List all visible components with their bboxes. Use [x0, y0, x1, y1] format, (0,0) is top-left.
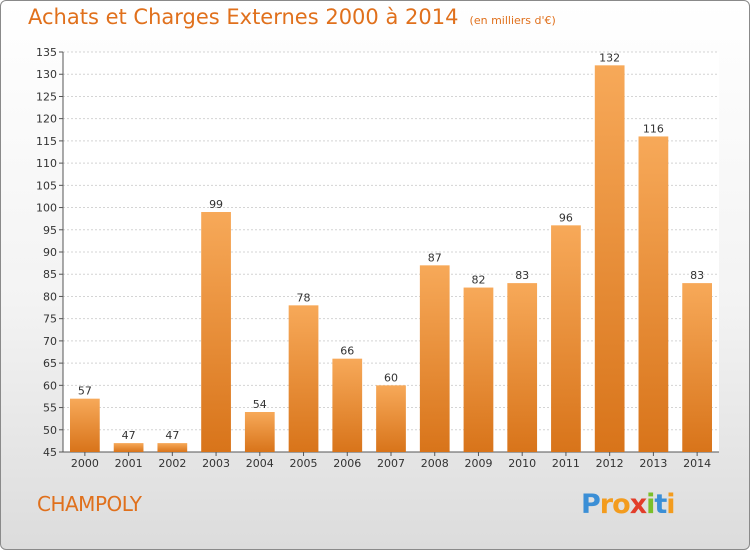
commune-name: CHAMPOLY: [37, 492, 142, 516]
y-tick-label: 115: [36, 135, 57, 148]
x-tick-label: 2001: [115, 457, 143, 470]
y-tick-label: 130: [36, 68, 57, 81]
data-label: 132: [599, 51, 620, 64]
data-label: 78: [297, 291, 311, 304]
bar: [69, 398, 100, 452]
data-label: 99: [209, 198, 223, 211]
x-tick-label: 2002: [158, 457, 186, 470]
bar: [201, 212, 231, 452]
y-tick-label: 120: [36, 113, 57, 126]
x-tick-label: 2009: [464, 457, 492, 470]
x-tick-label: 2014: [683, 457, 711, 470]
data-label: 83: [690, 269, 704, 282]
x-tick-label: 2004: [246, 457, 274, 470]
logo-letter: i: [666, 489, 675, 520]
data-label: 96: [559, 211, 573, 224]
x-tick-label: 2000: [71, 457, 99, 470]
y-tick-label: 125: [36, 90, 57, 103]
bar: [376, 385, 406, 452]
data-label: 116: [643, 122, 664, 135]
logo-letter: x: [629, 489, 647, 520]
data-label: 47: [165, 429, 179, 442]
y-tick-label: 65: [43, 357, 57, 370]
y-tick-label: 105: [36, 179, 57, 192]
data-label: 87: [428, 251, 442, 264]
bar: [463, 287, 494, 452]
y-tick-label: 135: [36, 46, 57, 59]
data-label: 66: [340, 345, 354, 358]
logo-letter: t: [654, 489, 667, 520]
x-tick-label: 2011: [552, 457, 580, 470]
data-label: 83: [515, 269, 529, 282]
bar: [288, 305, 319, 452]
x-tick-label: 2003: [202, 457, 230, 470]
x-tick-label: 2012: [596, 457, 624, 470]
proxiti-logo: Proxiti: [581, 489, 676, 520]
x-tick-label: 2013: [639, 457, 667, 470]
bar: [507, 283, 538, 452]
logo-letter: P: [581, 489, 601, 520]
y-tick-label: 50: [43, 424, 57, 437]
data-label: 57: [78, 385, 92, 398]
data-label: 82: [471, 274, 485, 287]
y-tick-label: 95: [43, 224, 57, 237]
bar: [594, 65, 625, 452]
unit-note: (en milliers d'€): [469, 14, 556, 27]
x-tick-label: 2007: [377, 457, 405, 470]
bar: [419, 265, 450, 452]
x-tick-label: 2006: [333, 457, 361, 470]
title-text: Achats et Charges Externes 2000 à 2014: [28, 5, 459, 29]
chart-title: Achats et Charges Externes 2000 à 2014 (…: [28, 5, 556, 29]
x-tick-label: 2010: [508, 457, 536, 470]
y-tick-label: 75: [43, 313, 57, 326]
bar: [551, 225, 581, 452]
logo-letter: o: [612, 489, 631, 520]
bar: [157, 443, 188, 452]
x-tick-label: 2008: [421, 457, 449, 470]
y-tick-label: 45: [43, 446, 57, 459]
y-tick-label: 90: [43, 246, 57, 259]
bar: [332, 358, 363, 452]
logo-letter: i: [646, 489, 655, 520]
y-tick-label: 85: [43, 268, 57, 281]
data-label: 54: [253, 398, 267, 411]
y-tick-label: 110: [36, 157, 57, 170]
bar: [244, 412, 275, 452]
x-tick-label: 2005: [290, 457, 318, 470]
bar: [113, 443, 144, 452]
y-tick-label: 70: [43, 335, 57, 348]
data-label: 47: [122, 429, 136, 442]
data-label: 60: [384, 371, 398, 384]
bar: [638, 136, 669, 452]
y-tick-label: 55: [43, 402, 57, 415]
y-tick-label: 80: [43, 290, 57, 303]
logo-letter: r: [599, 489, 613, 520]
bar: [682, 283, 713, 452]
y-tick-label: 60: [43, 379, 57, 392]
y-tick-label: 100: [36, 202, 57, 215]
